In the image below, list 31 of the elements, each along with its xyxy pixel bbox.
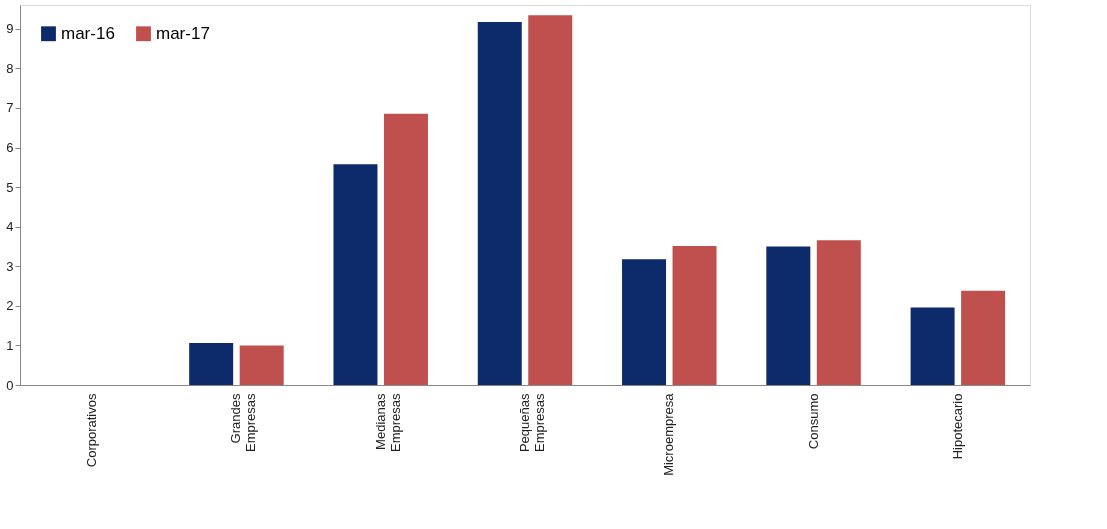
bar [189,343,234,385]
y-tick-label: 0 [6,377,14,393]
x-tick-label: Hipotecario [949,393,965,460]
bar [383,113,428,385]
y-tick-label: 4 [6,219,14,235]
y-tick-label: 6 [6,140,14,155]
x-tick-label: Corporativos [84,393,100,468]
bar [622,259,667,385]
bar [961,290,1006,385]
legend-label: mar-17 [156,23,210,43]
y-tick-label: 1 [6,337,14,353]
bar [239,345,284,385]
x-tick-label: Consumo [805,393,821,450]
bar [910,307,955,385]
x-tick-label: Medianas Empresas [372,393,403,453]
x-tick-label: Pequeñas Empresas [517,393,547,453]
bar [477,22,522,385]
x-tick-label: Microempresa [661,392,677,476]
bar [766,246,811,385]
y-tick-label: 7 [6,100,14,116]
y-tick-label: 3 [6,258,14,274]
bar [333,164,378,385]
y-tick-label: 2 [6,298,14,314]
bar [672,246,717,385]
bar [528,15,573,385]
y-tick-label: 8 [6,60,14,76]
y-tick-label: 9 [6,21,14,37]
x-tick-label: Grandes Empresas [228,393,259,453]
legend-label: mar-16 [61,23,115,43]
bar [816,240,861,385]
y-tick-label: 5 [6,179,14,195]
